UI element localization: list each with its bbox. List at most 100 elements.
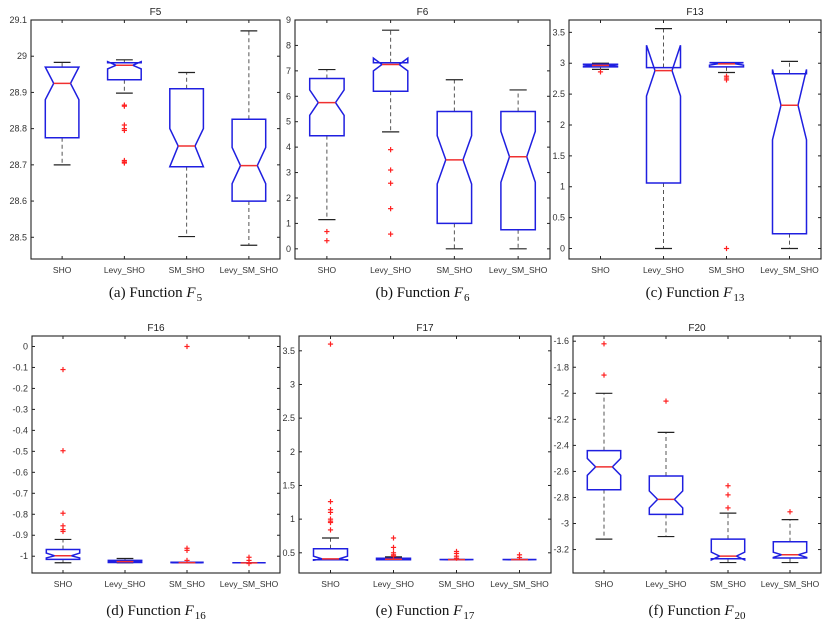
outlier-marker <box>453 555 460 561</box>
notched-box <box>168 88 205 168</box>
box-levy-sm-sho <box>771 60 808 250</box>
caption-variable: F <box>722 285 733 301</box>
y-tick-label: -0.3 <box>12 404 28 414</box>
plot-frame <box>572 335 822 574</box>
caption-prefix: (e) Function <box>376 603 453 619</box>
x-tick-label: Levy_SHO <box>645 579 686 589</box>
x-tick-label: Levy_SHO <box>643 265 684 275</box>
y-tick-label: -0.8 <box>12 509 28 519</box>
outlier-marker <box>327 509 334 516</box>
caption-variable: F <box>184 603 195 619</box>
box-levy-sm-sho <box>772 509 808 564</box>
outlier-marker <box>184 547 190 553</box>
notched-box <box>106 60 142 81</box>
outlier-marker <box>324 238 330 244</box>
y-tick-label: -0.4 <box>12 425 28 435</box>
caption-variable: F <box>723 603 734 619</box>
outlier-marker <box>663 398 669 404</box>
y-tick-label: 1 <box>560 182 565 192</box>
caption-variable: F <box>185 285 196 301</box>
box-sm-sho <box>168 71 205 238</box>
notched-box <box>312 548 349 562</box>
y-tick-label: 9 <box>286 15 291 25</box>
notched-box <box>45 548 81 561</box>
outlier-marker <box>388 167 394 173</box>
x-tick-label: Levy_SM_SHO <box>490 579 549 589</box>
outlier-marker <box>60 528 66 535</box>
x-tick-label: SHO <box>595 579 614 589</box>
x-tick-label: SHO <box>591 265 610 275</box>
caption-subscript: 6 <box>464 292 470 304</box>
y-tick-label: -0.7 <box>12 488 28 498</box>
outlier-marker <box>723 77 730 83</box>
outlier-marker <box>725 492 731 498</box>
box-levy-sho <box>107 557 143 564</box>
y-tick-label: 5 <box>286 117 291 127</box>
y-tick-label: -1.6 <box>553 336 569 346</box>
box-levy-sho <box>645 28 682 250</box>
caption-subscript: 16 <box>195 610 207 622</box>
y-tick-label: -0.6 <box>12 467 28 477</box>
outlier-marker <box>601 372 607 378</box>
box-sm-sho <box>436 79 473 250</box>
y-tick-label: 2 <box>560 120 565 130</box>
caption-subscript: 20 <box>735 610 747 622</box>
caption-subscript: 5 <box>197 292 203 304</box>
chart-title: F6 <box>417 7 429 18</box>
box-sho <box>582 62 619 75</box>
outlier-marker <box>516 554 523 561</box>
x-tick-label: Levy_SHO <box>104 265 145 275</box>
box-sho <box>308 68 345 244</box>
y-tick-label: -1.8 <box>553 362 569 372</box>
notched-box <box>771 69 808 235</box>
outlier-marker <box>388 206 394 212</box>
y-tick-label: -3.2 <box>553 545 569 555</box>
y-tick-label: 3 <box>286 168 291 178</box>
x-tick-label: Levy_SM_SHO <box>220 265 279 275</box>
box-levy-sho <box>372 29 409 237</box>
box-sho <box>44 61 81 166</box>
y-tick-label: -1 <box>20 551 28 561</box>
outlier-marker <box>390 535 397 541</box>
box-sho <box>45 366 81 564</box>
outlier-marker <box>121 160 127 166</box>
y-tick-label: 29.1 <box>9 15 27 25</box>
caption-subscript: 17 <box>463 610 475 622</box>
box-levy-sm-sho <box>500 89 537 250</box>
outlier-marker <box>597 69 604 75</box>
caption-variable: F <box>452 603 463 619</box>
boxplot-panel-f17: F17 0.5 1 1.5 2 2.5 3 3.5 SHO Levy_SHO SM_SHO Levy_… <box>282 323 552 622</box>
box-levy-sho <box>648 398 684 538</box>
y-tick-label: 0 <box>23 341 28 351</box>
plot-frame <box>30 19 281 260</box>
outlier-marker <box>246 560 252 567</box>
plot-frame <box>294 19 551 260</box>
y-tick-label: 28.7 <box>9 160 27 170</box>
outlier-marker <box>327 527 334 533</box>
boxplot-panel-f13: F13 0 0.5 1 1.5 2 2.5 3 3.5 SHO Levy_SHO SM_SHO Levy… <box>552 7 822 304</box>
subfigure-caption: (e) Function F17 <box>376 603 475 622</box>
outlier-marker <box>327 341 334 347</box>
notched-box <box>436 110 473 225</box>
caption-prefix: (d) Function <box>106 603 184 619</box>
y-tick-label: -0.2 <box>12 383 28 393</box>
y-tick-label: 1 <box>286 218 291 228</box>
subfigure-caption: (b) Function F6 <box>376 285 471 304</box>
x-tick-label: Levy_SHO <box>373 579 414 589</box>
plot-frame <box>568 19 822 260</box>
y-tick-label: 0 <box>560 244 565 254</box>
y-tick-label: -3 <box>561 519 569 529</box>
notched-box <box>107 559 143 564</box>
x-tick-label: SHO <box>318 265 337 275</box>
box-sm-sho <box>170 343 204 564</box>
y-tick-label: 3.5 <box>282 346 295 356</box>
outlier-marker <box>390 553 397 559</box>
box-sho <box>586 341 622 540</box>
y-tick-label: 2.5 <box>282 413 295 423</box>
y-tick-label: 0 <box>286 244 291 254</box>
notched-box <box>708 61 745 68</box>
plot-frame <box>298 335 552 574</box>
y-tick-label: 28.5 <box>9 232 27 242</box>
x-tick-label: Levy_SM_SHO <box>489 265 548 275</box>
